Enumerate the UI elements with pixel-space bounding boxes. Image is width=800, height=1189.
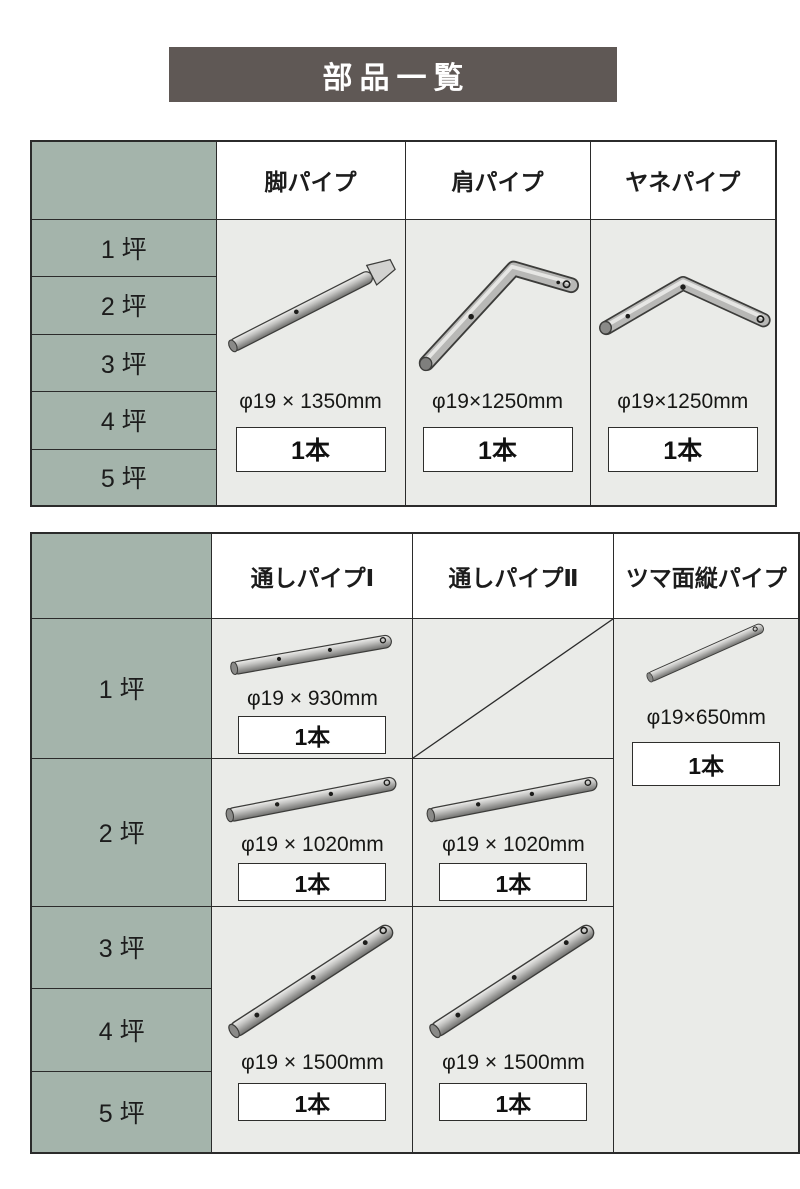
column-header-toshi-pipe-1: 通しパイプⅠ	[211, 532, 414, 619]
roof-pipe-illustration	[591, 234, 775, 380]
row-header-5tsubo: 5 坪	[30, 448, 217, 507]
size-label: φ19 × 1500mm	[241, 1050, 384, 1074]
corner-cell	[30, 140, 217, 220]
part-cell-tsuma-pipe: φ19×650mm 1本	[613, 617, 800, 1154]
column-header-leg-pipe: 脚パイプ	[215, 140, 406, 220]
quantity-box: 1本	[632, 741, 781, 786]
part-cell-leg-pipe: φ19 × 1350mm 1本	[215, 218, 406, 507]
part-cell-toshi1-345tsubo: φ19 × 1500mm 1本	[211, 905, 414, 1154]
empty-cell-1tsubo-toshi2	[412, 617, 615, 759]
quantity-box: 1本	[422, 426, 573, 472]
quantity-box: 1本	[235, 426, 386, 472]
row-header-2tsubo: 2 坪	[30, 275, 217, 335]
quantity-box: 1本	[439, 862, 588, 901]
column-header-roof-pipe: ヤネパイプ	[589, 140, 777, 220]
part-cell-toshi2-345tsubo: φ19 × 1500mm 1本	[412, 905, 615, 1154]
size-label: φ19 × 930mm	[246, 686, 378, 710]
straight-pipe-illustration	[423, 767, 603, 833]
corner-cell	[30, 532, 213, 619]
size-label: φ19 × 1020mm	[241, 832, 384, 856]
short-pipe-illustration	[640, 605, 772, 700]
row-header-5tsubo: 5 坪	[30, 1070, 213, 1154]
shoulder-pipe-illustration	[410, 234, 586, 380]
parts-table-2: 通しパイプⅠ 通しパイプⅡ ツマ面縦パイプ 1 坪	[30, 532, 800, 1154]
diagonal-line	[413, 619, 613, 758]
size-label: φ19×1250mm	[617, 389, 749, 413]
quantity-box: 1本	[439, 1082, 588, 1121]
row-header-1tsubo: 1 坪	[30, 617, 213, 759]
row-header-1tsubo: 1 坪	[30, 218, 217, 277]
quantity-box: 1本	[238, 715, 387, 754]
size-label: φ19 × 1020mm	[442, 832, 585, 856]
column-header-shoulder-pipe: 肩パイプ	[404, 140, 591, 220]
part-cell-toshi1-2tsubo: φ19 × 1020mm 1本	[211, 757, 414, 907]
row-header-2tsubo: 2 坪	[30, 757, 213, 907]
quantity-box: 1本	[238, 862, 387, 901]
row-header-4tsubo: 4 坪	[30, 987, 213, 1072]
row-header-3tsubo: 3 坪	[30, 333, 217, 392]
column-header-toshi-pipe-2: 通しパイプⅡ	[412, 532, 615, 619]
parts-table-1: 脚パイプ 肩パイプ ヤネパイプ 1 坪	[30, 140, 777, 507]
page-title-bar: 部品一覧	[169, 47, 617, 102]
part-cell-toshi2-2tsubo: φ19 × 1020mm 1本	[412, 757, 615, 907]
part-cell-toshi1-1tsubo: φ19 × 930mm 1本	[211, 617, 414, 759]
quantity-box: 1本	[607, 426, 758, 472]
leg-pipe-illustration	[217, 234, 405, 380]
row-header-3tsubo: 3 坪	[30, 905, 213, 989]
quantity-box: 1本	[238, 1082, 387, 1121]
straight-pipe-illustration	[212, 913, 412, 1049]
size-label: φ19×1250mm	[432, 389, 563, 413]
size-label: φ19 × 1500mm	[442, 1050, 585, 1074]
straight-pipe-illustration	[413, 913, 613, 1049]
straight-pipe-illustration	[227, 625, 397, 685]
row-header-4tsubo: 4 坪	[30, 390, 217, 450]
page-title: 部品一覧	[322, 61, 471, 95]
size-label: φ19×650mm	[646, 705, 766, 729]
part-cell-roof-pipe: φ19×1250mm 1本	[589, 218, 777, 507]
part-cell-shoulder-pipe: φ19×1250mm 1本	[404, 218, 591, 507]
straight-pipe-illustration	[222, 767, 402, 833]
size-label: φ19 × 1350mm	[239, 389, 382, 413]
